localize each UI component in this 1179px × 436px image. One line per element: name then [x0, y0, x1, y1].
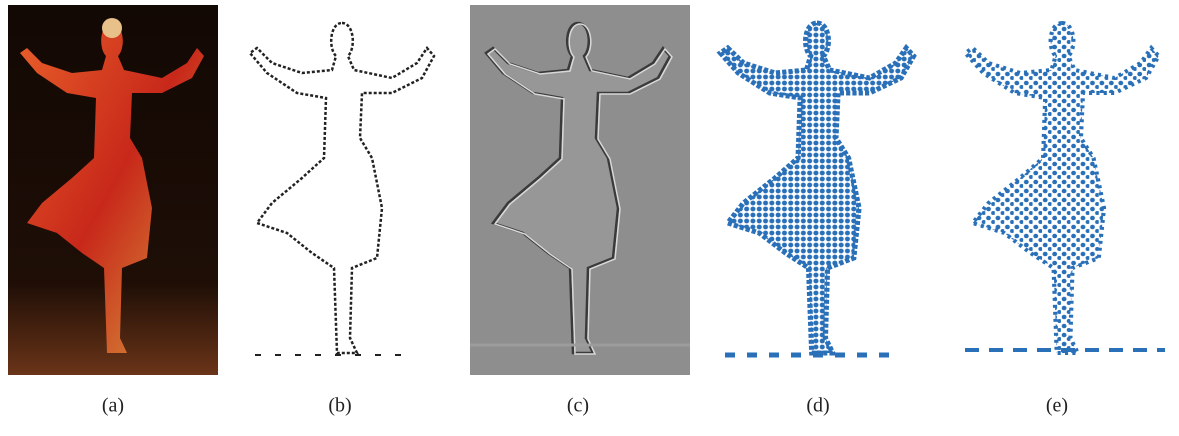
panel-label: (d): [806, 395, 829, 417]
figure: (a) (b) (c) (d) (e): [0, 0, 1179, 436]
panel-label: (a): [102, 395, 124, 417]
panel-a-image: [8, 5, 218, 375]
panel-label: (e): [1046, 395, 1068, 417]
panel-b-image: [240, 5, 445, 375]
panel-e-image: [950, 5, 1175, 375]
panel-c-image: [470, 5, 690, 375]
panel-label: (c): [567, 395, 589, 417]
panel-label: (b): [328, 395, 351, 417]
panel-d-image: [705, 5, 935, 375]
